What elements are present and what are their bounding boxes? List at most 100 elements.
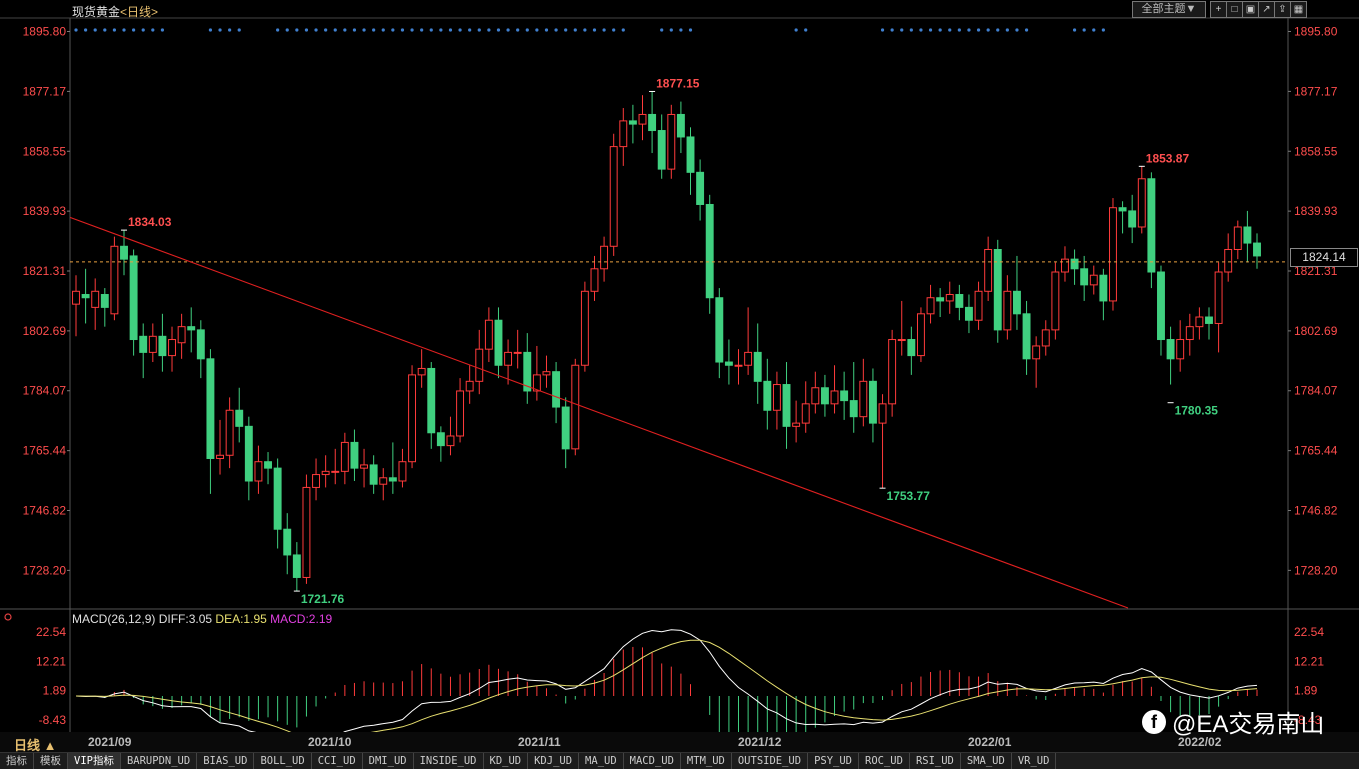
signal-dot — [468, 28, 472, 32]
candle-up — [1137, 178, 1146, 228]
instrument-title[interactable]: 现货黄金<日线> — [72, 3, 158, 20]
signal-dot — [564, 28, 568, 32]
signal-dot — [1015, 28, 1019, 32]
signal-dot — [535, 28, 539, 32]
candle-down — [763, 380, 772, 411]
candle-up — [446, 435, 455, 447]
price-label-left: 1821.31 — [23, 264, 67, 278]
candle-down — [561, 406, 570, 450]
indicator-tab[interactable]: BOLL_UD — [254, 753, 312, 769]
candle-down — [81, 294, 90, 299]
candle-down — [849, 400, 858, 418]
indicator-tab[interactable]: OUTSIDE_UD — [732, 753, 809, 769]
candle-up — [801, 403, 810, 424]
signal-dot — [141, 28, 145, 32]
date-label: 2021/09 — [88, 735, 132, 749]
signal-dot — [228, 28, 232, 32]
theme-dropdown-button[interactable]: 全部主题▼ — [1132, 1, 1206, 18]
price-label-right: 1765.44 — [1294, 444, 1338, 458]
indicator-tab[interactable]: MACD_UD — [624, 753, 681, 769]
indicator-tab[interactable]: BIAS_UD — [197, 753, 255, 769]
candle-up — [1195, 316, 1204, 328]
date-label: 2021/10 — [308, 735, 352, 749]
indicator-tab[interactable]: 模板 — [34, 753, 68, 769]
candle-down — [1022, 313, 1031, 360]
macd-axis-label-left: 22.54 — [36, 625, 66, 639]
signal-dot — [314, 28, 318, 32]
indicator-tab[interactable]: VR_UD — [1012, 753, 1057, 769]
signal-dot — [448, 28, 453, 32]
candle-down — [676, 113, 685, 138]
high-annotation: 1877.15 — [656, 76, 700, 90]
candle-up — [974, 290, 983, 321]
period-link[interactable]: <日线> — [120, 5, 159, 19]
date-label: 2021/12 — [738, 735, 782, 749]
signal-dot — [602, 28, 606, 32]
square-icon[interactable]: □ — [1226, 1, 1243, 18]
candle-up — [148, 335, 157, 353]
indicator-tab[interactable]: KD_UD — [484, 753, 529, 769]
add-icon[interactable]: + — [1210, 1, 1227, 18]
indicator-tab[interactable]: DMI_UD — [363, 753, 414, 769]
indicator-tab[interactable]: RSI_UD — [910, 753, 961, 769]
indicator-tab[interactable]: VIP指标 — [68, 753, 121, 769]
signal-dot — [554, 28, 558, 32]
signal-dot — [352, 28, 357, 32]
indicator-tab[interactable]: KDJ_UD — [528, 753, 580, 769]
candle-up — [897, 339, 906, 342]
indicator-tab[interactable]: MTM_UD — [681, 753, 732, 769]
candle-up — [600, 245, 609, 270]
indicator-tab[interactable]: PSY_UD — [808, 753, 860, 769]
signal-dot — [477, 28, 481, 32]
candle-up — [609, 146, 618, 247]
signal-dot — [391, 28, 395, 32]
candle-down — [196, 329, 205, 360]
signal-dot — [612, 28, 616, 32]
signal-dot — [112, 28, 117, 32]
arrow-icon[interactable]: ↗ — [1258, 1, 1275, 18]
candle-down — [1070, 258, 1079, 270]
candle-down — [369, 464, 378, 485]
indicator-tab[interactable]: MA_UD — [579, 753, 624, 769]
price-label-left: 1895.80 — [23, 25, 67, 39]
indicator-tab[interactable]: SMA_UD — [961, 753, 1012, 769]
candlestick-series — [72, 91, 1261, 592]
indicator-tab[interactable]: CCI_UD — [312, 753, 363, 769]
signal-dot — [919, 28, 923, 32]
indicator-tab[interactable]: ROC_UD — [859, 753, 910, 769]
candle-down — [120, 245, 128, 260]
candle-down — [907, 339, 916, 357]
candle-up — [513, 351, 522, 354]
macd-value: MACD:2.19 — [270, 612, 333, 626]
candle-down — [782, 384, 791, 427]
signal-dot — [1092, 28, 1096, 32]
candle-down — [139, 335, 148, 353]
image-icon[interactable]: ▣ — [1242, 1, 1259, 18]
high-annotation: 1853.87 — [1146, 151, 1190, 165]
signal-dot — [544, 28, 549, 32]
period-selector[interactable]: 日线 ▲ — [14, 738, 57, 753]
candle-down — [648, 113, 657, 132]
grid-icon[interactable]: ▦ — [1290, 1, 1307, 18]
candle-up — [619, 120, 628, 148]
macd-name: MACD(26,12,9) — [72, 612, 156, 626]
signal-dot — [410, 28, 414, 32]
signal-dot — [74, 28, 78, 32]
indicator-tab[interactable]: INSIDE_UD — [414, 753, 484, 769]
low-annotation: 1780.35 — [1175, 404, 1219, 418]
share-icon[interactable]: ⇪ — [1274, 1, 1291, 18]
signal-dot — [880, 28, 885, 32]
price-label-right: 1858.55 — [1294, 144, 1338, 158]
candle-down — [206, 358, 215, 459]
macd-axis-label-left: 12.21 — [36, 654, 66, 668]
indicator-tab[interactable]: 指标 — [0, 753, 34, 769]
candle-down — [427, 367, 436, 434]
candle-up — [580, 290, 589, 366]
indicator-tab[interactable]: BARUPDN_UD — [121, 753, 198, 769]
signal-dot — [218, 28, 222, 32]
candle-up — [168, 339, 176, 357]
candle-down — [187, 326, 196, 331]
candle-up — [542, 371, 551, 376]
signal-dots — [74, 28, 1105, 32]
